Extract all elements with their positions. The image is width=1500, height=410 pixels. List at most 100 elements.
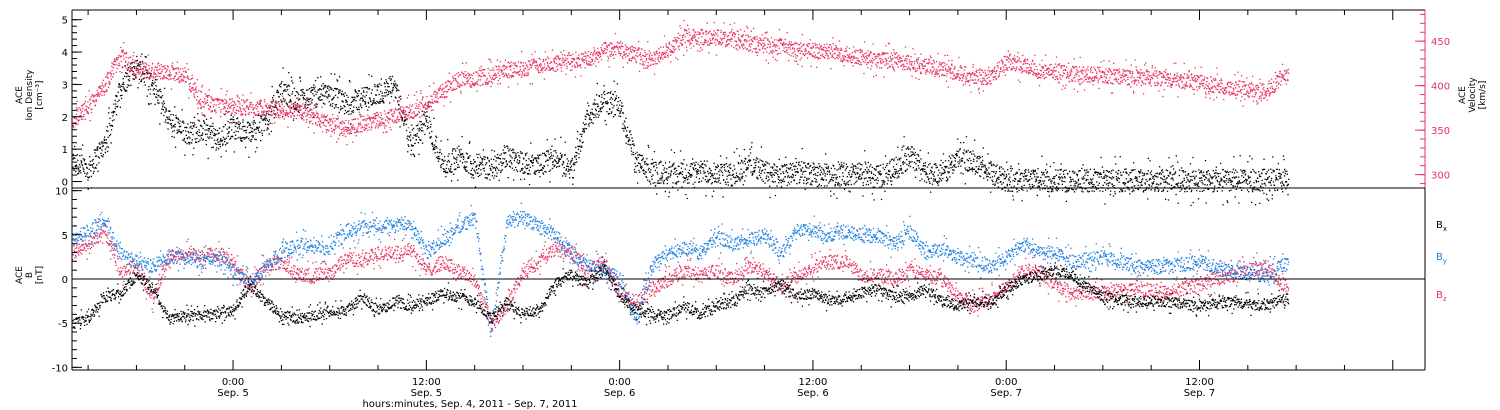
data-point — [147, 103, 150, 105]
data-point — [171, 65, 173, 67]
data-point — [993, 171, 995, 173]
data-point — [158, 95, 160, 97]
data-point — [1073, 172, 1075, 174]
data-point — [1287, 183, 1289, 185]
data-point — [1260, 185, 1262, 187]
data-point — [266, 107, 269, 109]
data-point — [229, 98, 231, 101]
data-point — [274, 122, 276, 124]
data-point — [263, 114, 266, 116]
data-point — [1128, 180, 1130, 182]
data-point — [477, 175, 480, 178]
data-point — [663, 169, 665, 171]
data-point — [268, 119, 271, 121]
data-point — [305, 102, 307, 104]
data-point — [1281, 185, 1283, 187]
data-point — [1120, 188, 1122, 191]
data-point — [177, 131, 179, 133]
data-point — [542, 167, 545, 169]
data-point — [629, 130, 631, 132]
data-point — [389, 90, 391, 93]
data-point — [270, 114, 272, 116]
data-point — [352, 111, 354, 114]
data-point — [1173, 173, 1176, 175]
data-point — [252, 135, 254, 137]
data-point — [508, 165, 511, 167]
data-point — [378, 102, 380, 104]
data-point — [470, 173, 472, 175]
data-point — [401, 118, 403, 120]
data-point — [213, 139, 216, 141]
data-point — [522, 163, 524, 165]
data-point — [784, 165, 787, 167]
data-point — [213, 99, 215, 101]
data-point — [405, 113, 407, 116]
data-point — [1050, 191, 1052, 193]
data-point — [201, 112, 203, 114]
data-point — [223, 106, 225, 108]
data-point — [392, 89, 394, 91]
data-point — [168, 75, 170, 77]
data-point — [437, 157, 439, 159]
data-point — [1166, 170, 1169, 172]
data-point — [1211, 178, 1213, 180]
data-point — [771, 172, 773, 174]
data-point — [1209, 184, 1211, 186]
data-point — [76, 118, 78, 121]
data-point — [1014, 173, 1017, 175]
data-point — [1176, 183, 1178, 185]
data-point — [699, 170, 701, 172]
data-point — [625, 135, 628, 137]
data-point — [410, 149, 412, 151]
data-point — [917, 165, 919, 167]
data-point — [1138, 171, 1140, 173]
data-point — [252, 108, 254, 110]
data-point — [723, 166, 725, 169]
data-point — [867, 161, 869, 164]
data-point — [793, 165, 795, 168]
data-point — [174, 106, 176, 108]
data-point — [452, 148, 454, 150]
data-point — [1002, 168, 1004, 170]
data-point — [455, 150, 457, 152]
data-point — [809, 172, 811, 174]
data-point — [1000, 166, 1003, 168]
data-point — [1015, 172, 1017, 174]
data-point — [1017, 180, 1019, 183]
data-point — [207, 104, 209, 106]
data-point — [161, 66, 163, 68]
data-point — [1009, 167, 1012, 169]
data-point — [750, 171, 752, 173]
data-point — [1194, 184, 1197, 186]
data-point — [251, 106, 253, 108]
data-point — [639, 171, 641, 173]
data-point — [236, 109, 238, 112]
data-point — [476, 169, 478, 171]
data-point — [1278, 172, 1280, 175]
data-point — [224, 107, 226, 109]
data-point — [893, 160, 895, 162]
data-point — [626, 126, 629, 128]
data-point — [647, 163, 649, 166]
data-point — [903, 136, 905, 138]
data-point — [86, 112, 88, 114]
data-point — [247, 122, 249, 124]
data-point — [906, 163, 908, 166]
data-point — [300, 94, 302, 97]
data-point — [1232, 168, 1235, 170]
data-point — [679, 171, 682, 173]
data-point — [528, 169, 530, 171]
data-point — [468, 142, 470, 144]
data-point — [1100, 176, 1103, 178]
data-point — [239, 103, 241, 105]
data-point — [150, 103, 152, 105]
data-point — [686, 197, 688, 200]
data-point — [109, 82, 111, 84]
data-point — [363, 87, 365, 89]
data-point — [261, 115, 263, 117]
data-point — [439, 158, 441, 160]
data-point — [322, 83, 324, 85]
data-point — [1145, 188, 1148, 190]
data-point — [358, 90, 360, 92]
data-point — [854, 165, 856, 167]
